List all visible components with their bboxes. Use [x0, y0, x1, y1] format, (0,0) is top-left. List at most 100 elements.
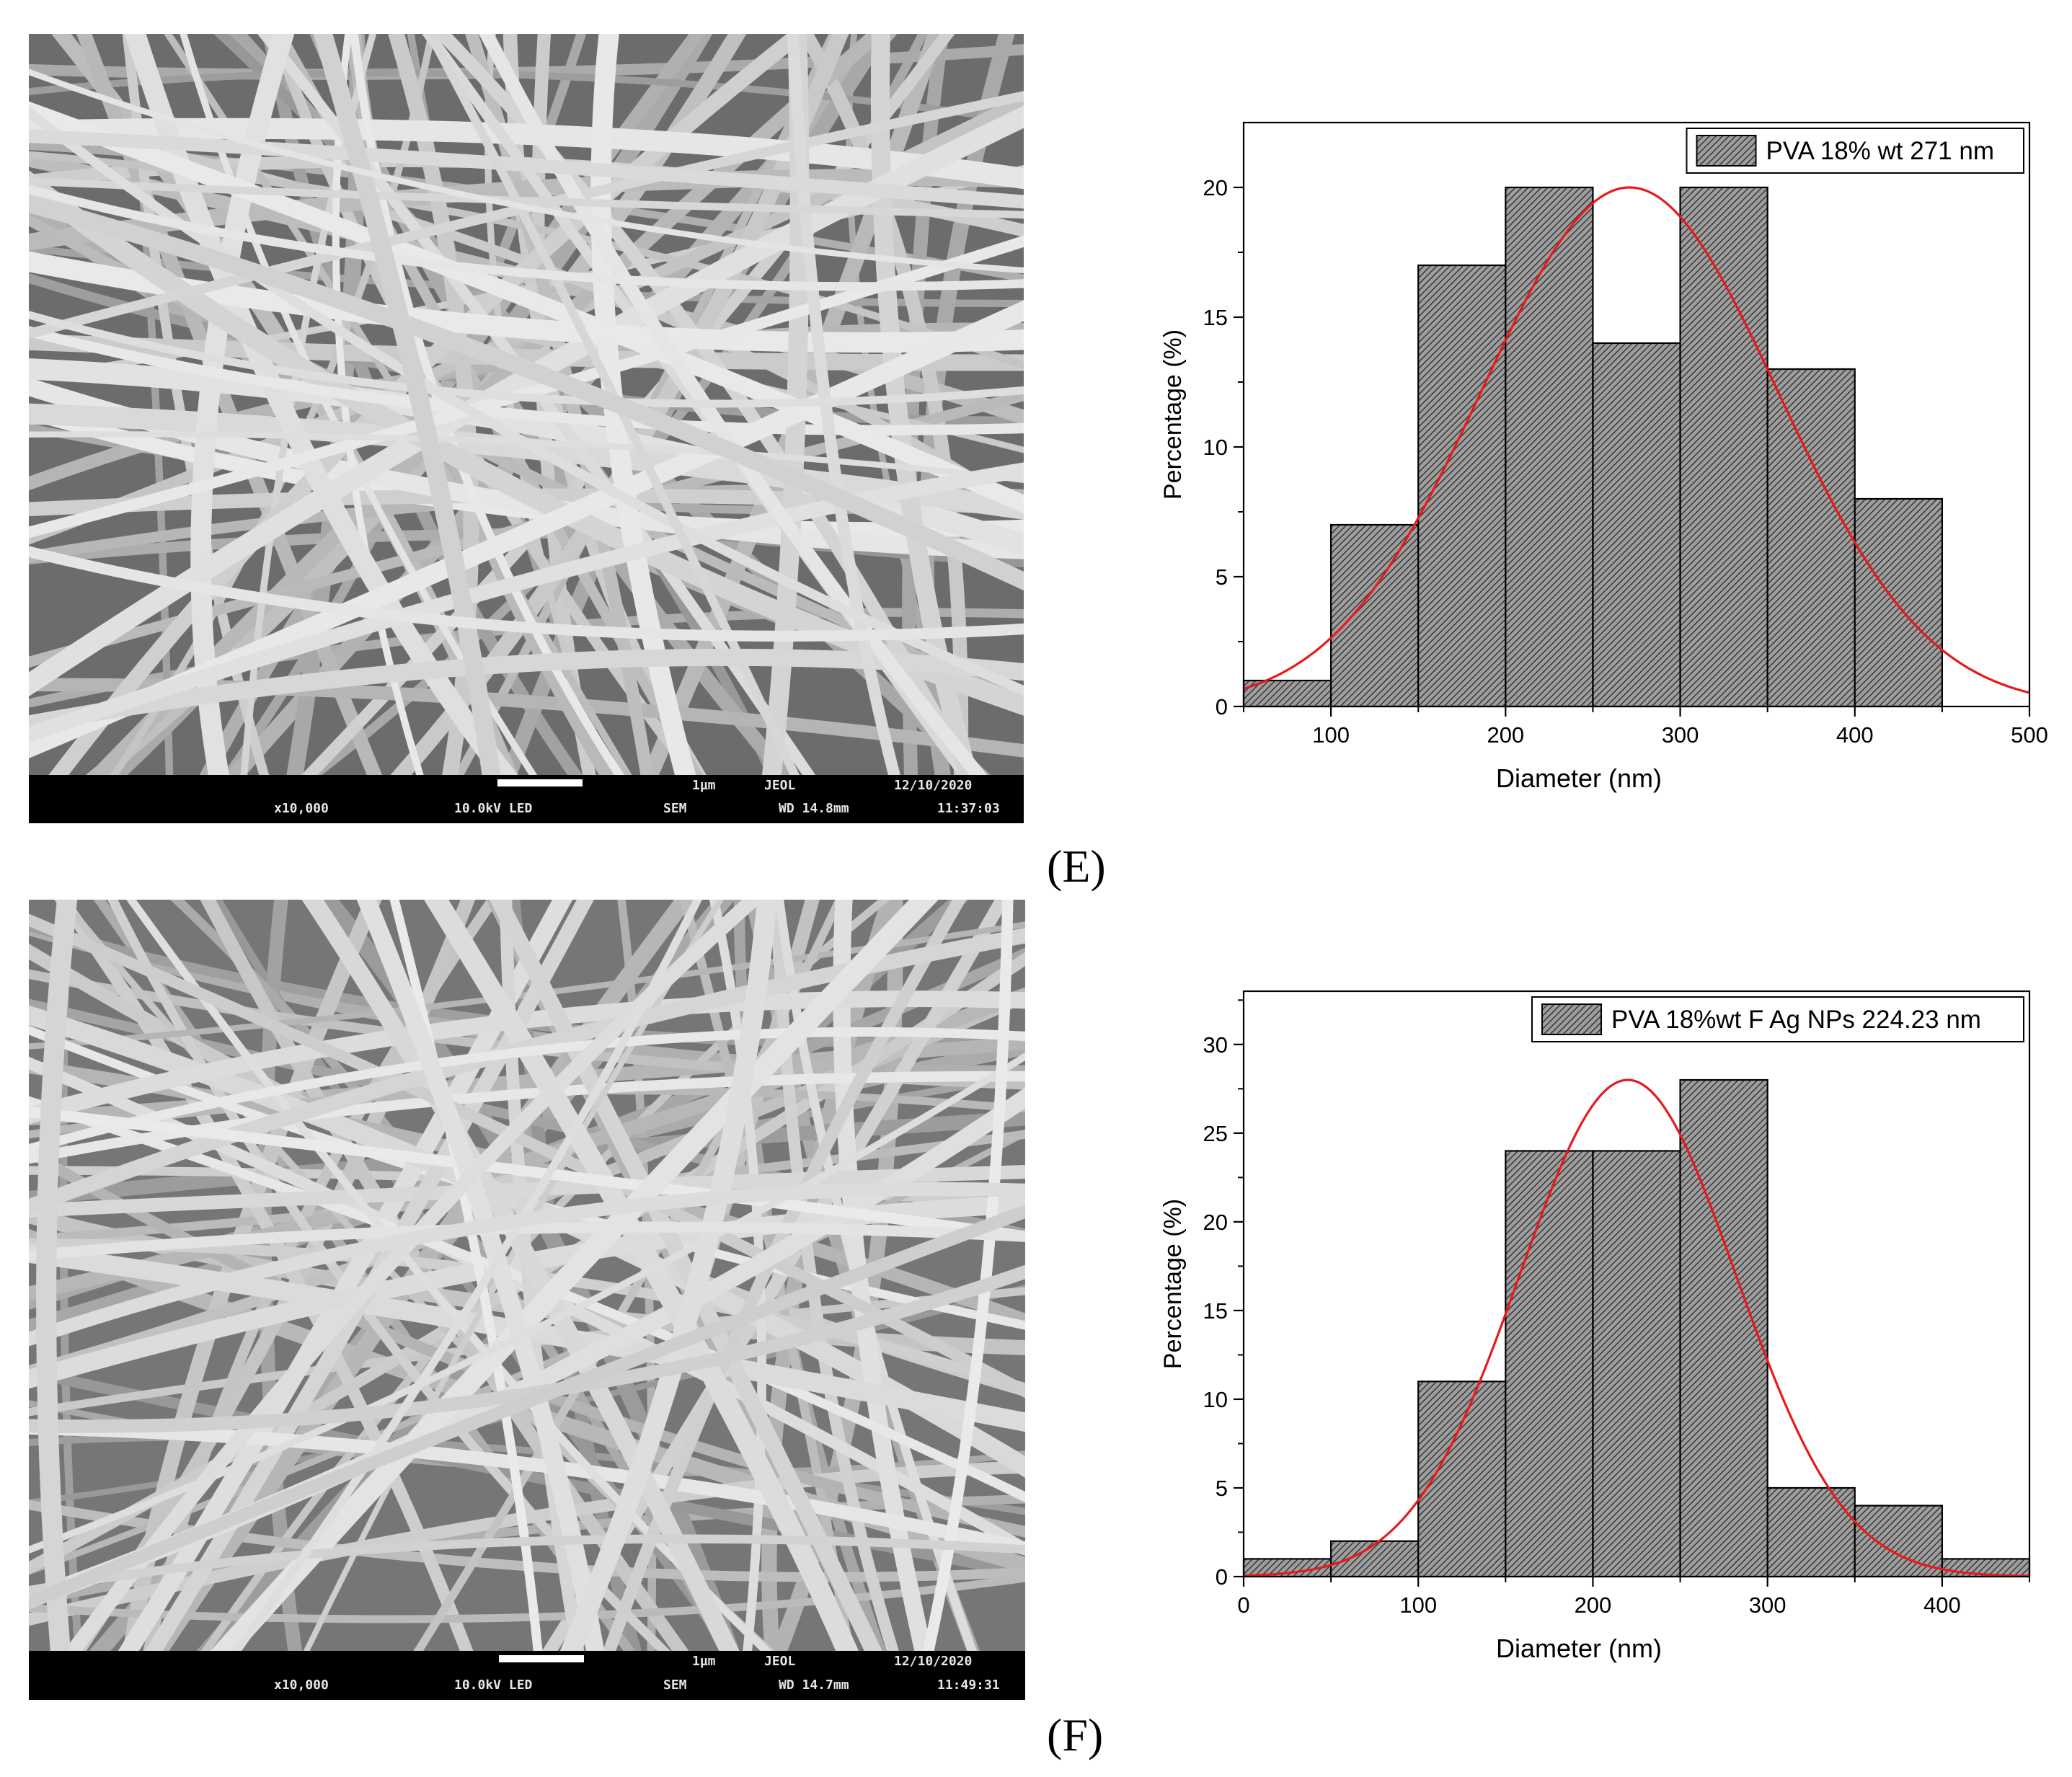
x-tick-label: 200 [1575, 1592, 1612, 1618]
fiber-strand [29, 546, 1024, 642]
y-tick-label: 15 [1203, 305, 1228, 330]
fiber-strand [922, 900, 1014, 1651]
sem-voltage-f: 10.0kV LED [454, 1678, 533, 1693]
scale-bar-e [497, 779, 583, 786]
fiber-strand [231, 900, 702, 1651]
plot-frame [1242, 121, 2031, 708]
histogram-bar [1766, 1486, 1856, 1578]
fiber-strand [29, 913, 1025, 1399]
fiber-strand [425, 34, 800, 775]
fiber-strand [313, 34, 501, 775]
fiber-strand [29, 1027, 1025, 1154]
x-tick-label: 400 [1923, 1592, 1961, 1618]
sem-mode-f: SEM [663, 1678, 687, 1693]
y-tick-label: 20 [1203, 175, 1228, 200]
y-tick-label: 20 [1203, 1210, 1228, 1235]
sem-info-bar-f: 1µm JEOL 12/10/2020 x10,000 10.0kV LED S… [29, 1651, 1025, 1700]
x-tick-label: 100 [1312, 722, 1350, 748]
fiber-strand [301, 900, 740, 1651]
fiber-strand [29, 185, 1024, 291]
panel-label-f: (F) [1047, 1709, 1104, 1760]
sem-image-f: 1µm JEOL 12/10/2020 x10,000 10.0kV LED S… [29, 900, 1025, 1700]
fiber-strand [590, 34, 696, 775]
fiber-strand [29, 462, 1024, 743]
fiber-strand [29, 648, 1024, 733]
x-tick-label: 100 [1399, 1592, 1437, 1618]
y-tick-label: 10 [1203, 1387, 1228, 1412]
histogram-bar [1505, 186, 1594, 708]
fiber-strand [29, 1071, 1025, 1164]
fiber-strand [29, 431, 1024, 484]
y-tick-label: 25 [1203, 1121, 1228, 1146]
sem-info-bar-e: 1µm JEOL 12/10/2020 x10,000 10.0kV LED S… [29, 775, 1024, 823]
sem-wd-f: WD 14.7mm [779, 1678, 849, 1693]
fiber-strand [29, 1534, 1025, 1595]
fiber-strand [29, 1106, 1025, 1242]
x-tick-label: 300 [1749, 1592, 1787, 1618]
fiber-strand [499, 900, 585, 1651]
gaussian-fit-curve [1244, 1078, 2029, 1577]
fiber-strand [29, 1182, 1025, 1347]
fiber-strand [29, 1221, 1025, 1262]
y-tick-label: 5 [1216, 1476, 1228, 1501]
legend-label: PVA 18%wt F Ag NPs 224.23 nm [1611, 1006, 1981, 1034]
histogram-bar [1417, 264, 1507, 708]
fiber-strand [29, 106, 1024, 696]
panel-label-e: (E) [1047, 841, 1106, 892]
histogram-chart-e: 100 200 300 400 500 0 5 10 15 20 Diameter (nm) Perc… [1159, 121, 2048, 793]
sem-date-f: 12/10/2020 [894, 1654, 973, 1669]
y-tick-label: 0 [1216, 1564, 1228, 1590]
sem-magnification-e: x10,000 [274, 801, 329, 816]
x-tick-label: 300 [1662, 722, 1699, 748]
histogram-bar [1505, 1150, 1594, 1578]
y-tick-label: 30 [1203, 1032, 1228, 1058]
fiber-strand [787, 34, 900, 775]
fiber-strand [149, 900, 696, 1651]
fiber-strand [29, 101, 1024, 514]
x-tick-label: 0 [1237, 1592, 1249, 1618]
gaussian-fit-curve [1244, 186, 2029, 694]
y-tick-label: 15 [1203, 1298, 1228, 1324]
fiber-strand [29, 105, 1024, 697]
sem-date-e: 12/10/2020 [894, 778, 973, 793]
fiber-strand [29, 68, 1024, 274]
sem-scale-label-e: 1µm [692, 778, 716, 793]
histogram-bar [1679, 1078, 1768, 1578]
fiber-strand [356, 900, 605, 1651]
fiber-strand [389, 900, 543, 1651]
sem-scale-label-f: 1µm [692, 1654, 716, 1669]
histogram-bar [1330, 1540, 1420, 1578]
x-axis-label: Diameter (nm) [1496, 1634, 1662, 1663]
y-tick-label: 10 [1203, 435, 1228, 460]
fiber-strand [29, 1052, 1025, 1554]
histogram-bar [1592, 342, 1681, 708]
histogram-bar [1592, 1150, 1681, 1578]
legend-swatch [1541, 1003, 1602, 1035]
sem-time-e: 11:37:03 [937, 801, 1000, 816]
legend-swatch [1696, 135, 1757, 167]
sem-mode-e: SEM [663, 801, 687, 816]
fiber-strand [29, 129, 1024, 209]
sem-brand-e: JEOL [764, 778, 796, 793]
legend-box [1531, 996, 2024, 1042]
y-axis-label: Percentage (%) [1159, 1199, 1187, 1369]
fiber-strand [36, 900, 78, 1651]
x-tick-label: 200 [1487, 722, 1524, 748]
histogram-bar [1854, 497, 1943, 708]
y-tick-label: 0 [1216, 694, 1228, 719]
sem-brand-f: JEOL [764, 1654, 796, 1669]
legend-label: PVA 18% wt 271 nm [1766, 137, 1994, 165]
sem-voltage-e: 10.0kV LED [454, 801, 533, 816]
fiber-strand [29, 311, 1024, 408]
y-tick-label: 5 [1216, 564, 1228, 590]
sem-time-f: 11:49:31 [937, 1678, 1000, 1693]
x-tick-label: 500 [2011, 722, 2048, 748]
sem-magnification-f: x10,000 [274, 1678, 329, 1693]
fiber-strand [29, 1195, 1025, 1389]
histogram-chart-f: 0 100 200 300 400 0 5 10 15 20 25 30 Diameter (nm) Pe… [1159, 990, 2031, 1663]
fiber-strand [29, 326, 1024, 435]
plot-frame [1242, 990, 2031, 1578]
fiber-strand [29, 1204, 1025, 1610]
scale-bar-f [499, 1655, 584, 1662]
histogram-bar [1766, 368, 1856, 708]
